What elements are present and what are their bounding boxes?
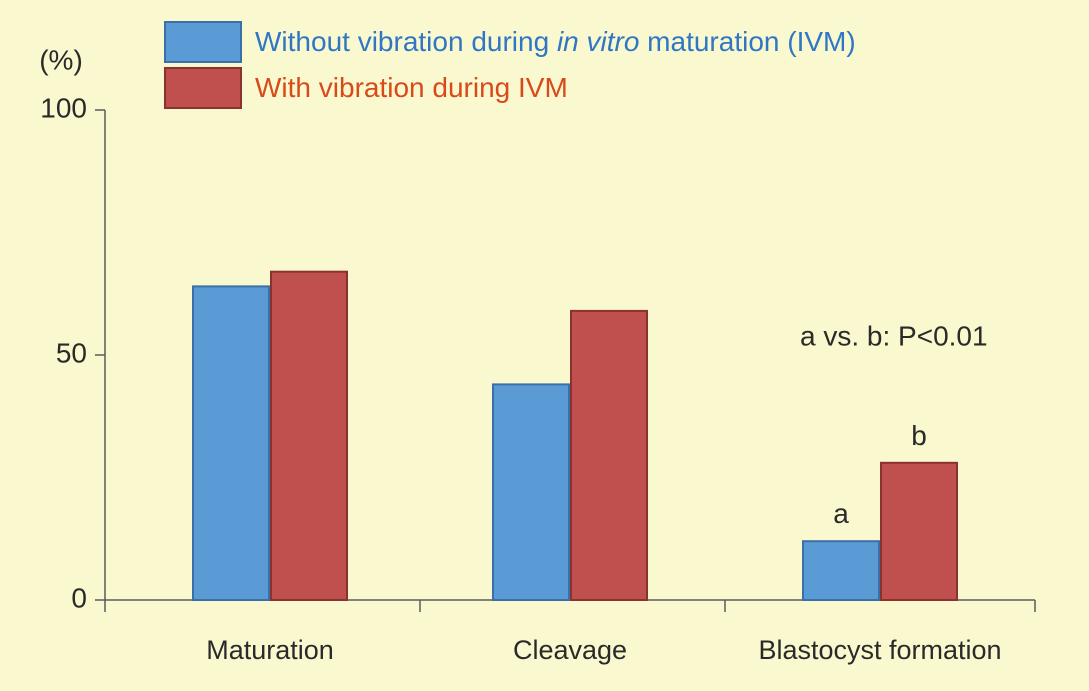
bar-chart: 0 50 100 (%) Maturation Cleavage Blastocyst fo… bbox=[0, 0, 1089, 691]
bar-annotation: b bbox=[911, 420, 927, 451]
bar-with-1 bbox=[571, 311, 647, 600]
bar-with-2 bbox=[881, 463, 957, 600]
y-axis-unit: (%) bbox=[39, 44, 83, 75]
bar-without-0 bbox=[193, 286, 269, 600]
y-tick-label: 100 bbox=[40, 92, 87, 123]
significance-note: a vs. b: P<0.01 bbox=[800, 320, 988, 351]
bar-annotation: a bbox=[833, 498, 849, 529]
y-tick-label: 0 bbox=[71, 582, 87, 613]
chart-svg: 0 50 100 (%) Maturation Cleavage Blastocyst fo… bbox=[0, 0, 1089, 691]
x-category-label: Blastocyst formation bbox=[758, 635, 1001, 665]
legend-label-without: Without vibration during in vitro matura… bbox=[255, 26, 856, 57]
legend-label-with: With vibration during IVM bbox=[255, 72, 568, 103]
x-category-label: Maturation bbox=[206, 635, 334, 665]
y-tick-label: 50 bbox=[56, 337, 87, 368]
legend-swatch-without bbox=[165, 22, 241, 62]
legend-swatch-with bbox=[165, 68, 241, 108]
bar-without-2 bbox=[803, 541, 879, 600]
bar-without-1 bbox=[493, 384, 569, 600]
x-category-label: Cleavage bbox=[513, 635, 627, 665]
bar-with-0 bbox=[271, 272, 347, 600]
